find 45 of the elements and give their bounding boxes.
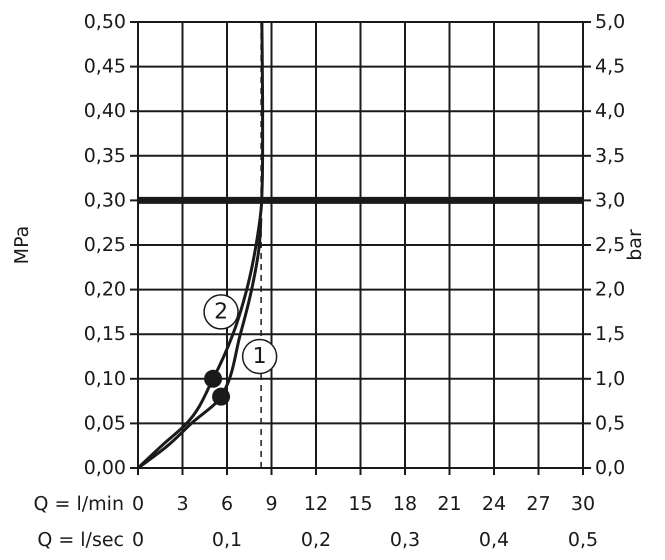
x-tick-label: 27 — [526, 493, 551, 515]
annotation: 1 — [252, 344, 267, 369]
y-tick-label: 0,15 — [84, 323, 126, 346]
x2-axis-title: Q = l/sec — [37, 529, 124, 551]
y-tick-label: 0,30 — [84, 189, 126, 212]
x-tick-label: 3 — [176, 493, 189, 515]
x2-tick-label: 0,1 — [212, 529, 242, 551]
y2-tick-label: 1,5 — [595, 323, 626, 346]
x-tick-label: 30 — [570, 493, 596, 515]
y-tick-label: 0,00 — [84, 457, 126, 479]
y2-tick-label: 4,0 — [595, 100, 626, 122]
y-tick-label: 0,40 — [84, 100, 126, 122]
y2-axis-title: bar — [624, 229, 646, 261]
x-tick-label: 21 — [437, 493, 462, 515]
annotation: 2 — [214, 299, 228, 324]
y2-tick-label: 3,5 — [595, 144, 626, 167]
y2-tick-label: 2,5 — [595, 234, 626, 256]
x2-tick-label: 0,3 — [390, 529, 420, 551]
x-tick-label: 12 — [304, 493, 328, 515]
y2-tick-label: 0,0 — [595, 457, 626, 479]
y-tick-label: 0,25 — [84, 234, 126, 256]
x-axis-title: Q = l/min — [34, 493, 124, 515]
x-tick-label: 6 — [220, 493, 234, 515]
y2-tick-label: 5,0 — [595, 11, 626, 33]
x-tick-label: 15 — [348, 493, 373, 515]
y-tick-label: 0,10 — [84, 368, 126, 390]
y-tick-label: 0,05 — [84, 412, 126, 434]
x2-tick-label: 0 — [132, 529, 144, 551]
y2-tick-label: 3,0 — [595, 189, 626, 212]
x-tick-label: 18 — [392, 493, 418, 515]
y-tick-label: 0,35 — [84, 144, 126, 167]
y-axis-title: MPa — [11, 226, 33, 264]
x-tick-label: 9 — [265, 493, 278, 515]
x2-tick-label: 0,2 — [300, 529, 332, 551]
y-tick-label: 0,50 — [84, 11, 126, 33]
y2-tick-label: 2,0 — [595, 278, 626, 301]
x-tick-label: 24 — [482, 493, 506, 515]
y2-tick-label: 4,5 — [595, 56, 626, 78]
y2-tick-label: 0,5 — [595, 412, 626, 434]
y2-tick-label: 1,0 — [595, 368, 626, 390]
y-tick-label: 0,45 — [84, 56, 126, 78]
y-tick-label: 0,20 — [84, 278, 126, 301]
x2-tick-label: 0,4 — [478, 529, 510, 551]
x2-tick-label: 0,5 — [568, 529, 598, 551]
x-tick-label: 0 — [132, 493, 144, 515]
